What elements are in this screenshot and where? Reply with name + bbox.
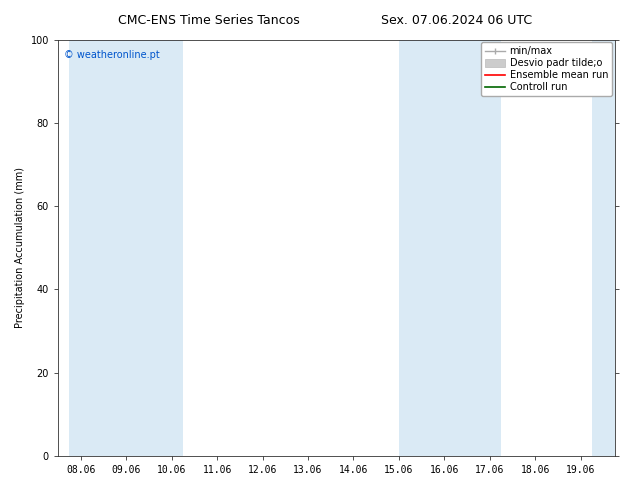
- Bar: [399, 40, 422, 456]
- Bar: [422, 40, 467, 456]
- Bar: [467, 40, 501, 456]
- Bar: [149, 40, 183, 456]
- Y-axis label: Precipitation Accumulation (mm): Precipitation Accumulation (mm): [15, 167, 25, 328]
- Text: © weatheronline.pt: © weatheronline.pt: [63, 50, 159, 60]
- Legend: min/max, Desvio padr tilde;o, Ensemble mean run, Controll run: min/max, Desvio padr tilde;o, Ensemble m…: [481, 43, 612, 96]
- Text: CMC-ENS Time Series Tancos: CMC-ENS Time Series Tancos: [119, 14, 300, 27]
- Bar: [592, 40, 615, 456]
- Bar: [69, 40, 103, 456]
- Text: Sex. 07.06.2024 06 UTC: Sex. 07.06.2024 06 UTC: [381, 14, 532, 27]
- Bar: [103, 40, 149, 456]
